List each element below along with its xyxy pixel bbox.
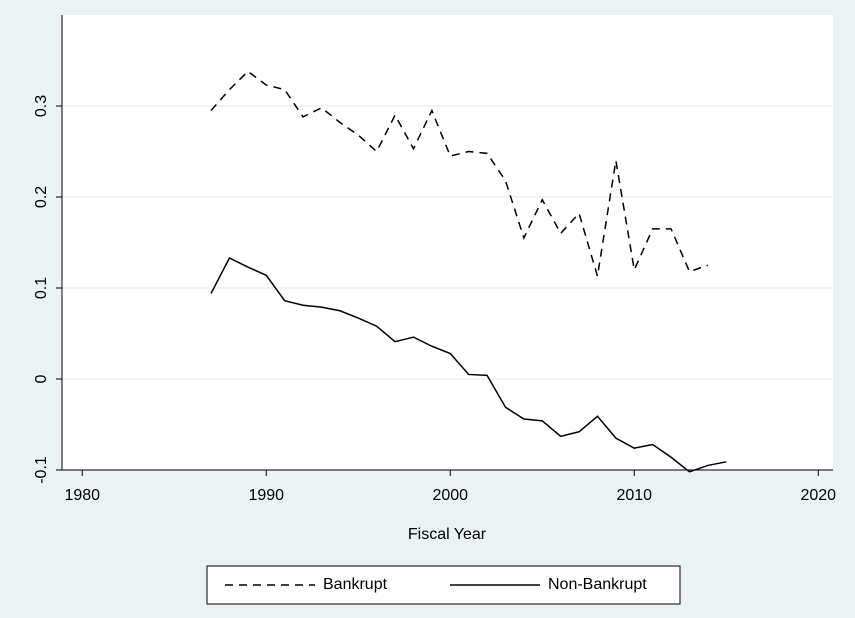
legend-label: Non-Bankrupt bbox=[548, 576, 647, 593]
y-tick-label: -0.1 bbox=[33, 456, 50, 484]
x-tick-label: 1990 bbox=[248, 487, 284, 504]
x-tick-label: 1980 bbox=[64, 487, 100, 504]
legend-label: Bankrupt bbox=[323, 576, 388, 593]
x-tick-label: 2020 bbox=[800, 487, 836, 504]
x-tick-label: 2000 bbox=[432, 487, 468, 504]
series-line bbox=[210, 70, 709, 277]
series-line bbox=[210, 256, 727, 473]
y-tick-label: 0.1 bbox=[33, 277, 50, 299]
y-tick-label: 0 bbox=[33, 374, 50, 383]
x-tick-label: 2010 bbox=[616, 487, 652, 504]
plot-area bbox=[62, 15, 833, 470]
x-axis-label: Fiscal Year bbox=[408, 526, 487, 543]
y-tick-label: 0.2 bbox=[33, 186, 50, 208]
y-tick-label: 0.3 bbox=[33, 95, 50, 117]
